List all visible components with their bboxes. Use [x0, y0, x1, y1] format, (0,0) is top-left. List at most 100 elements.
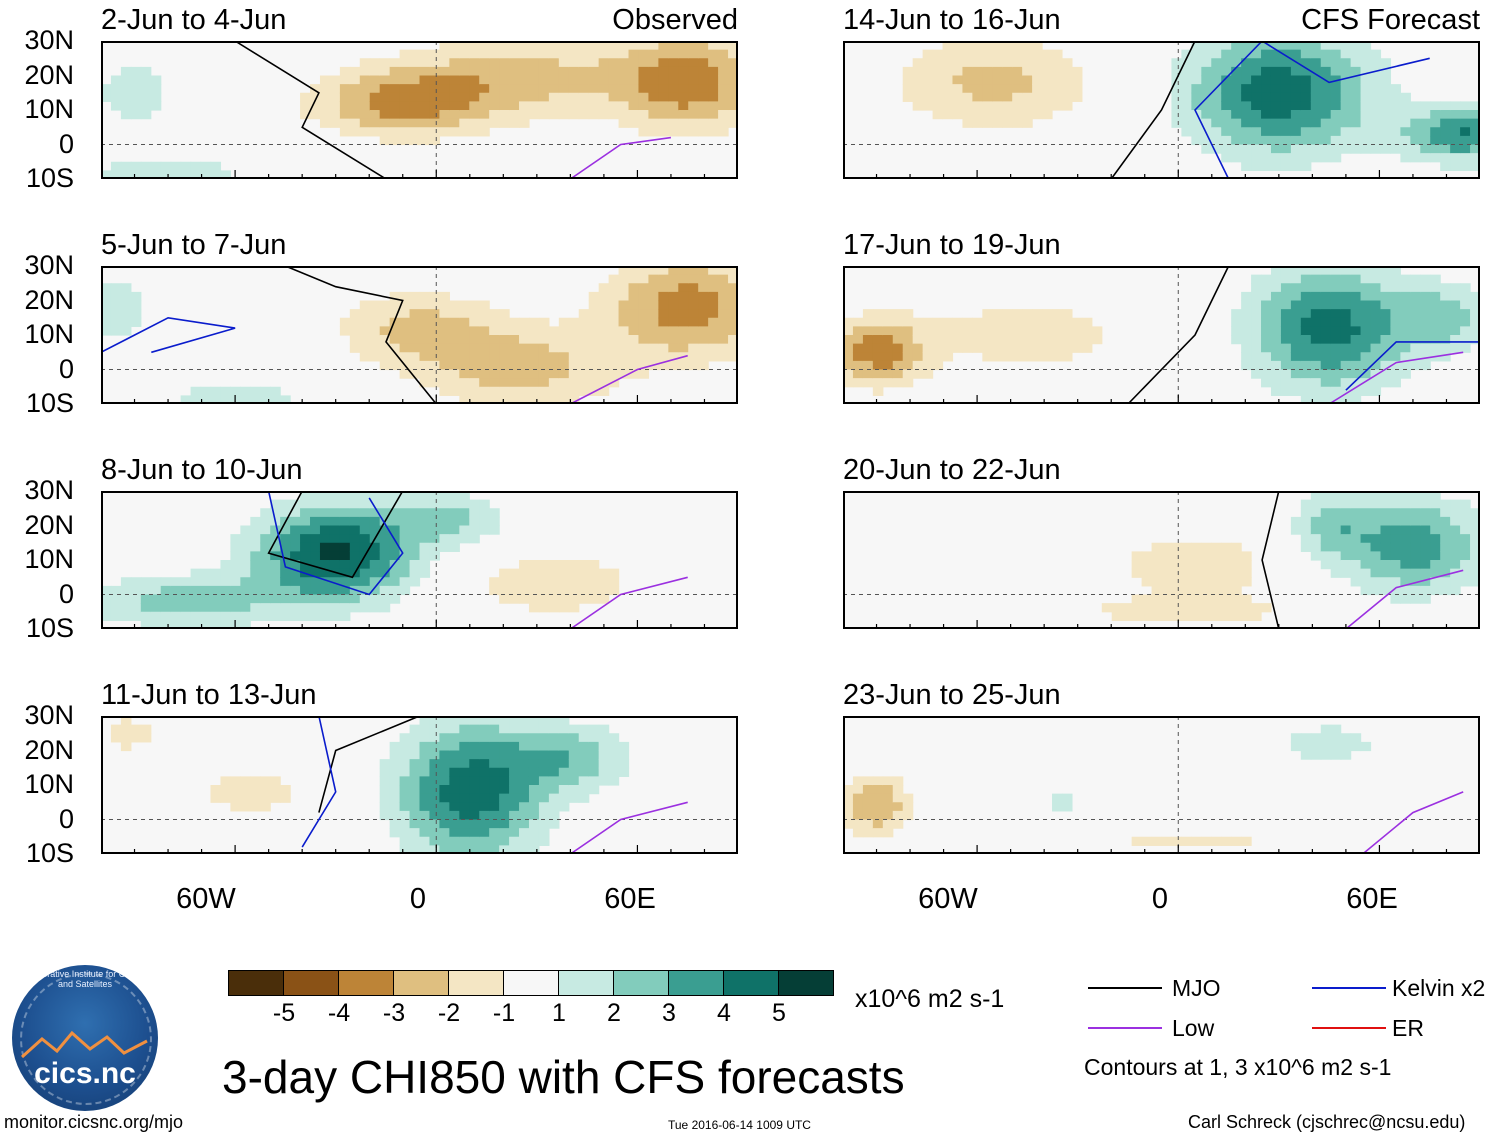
anomaly-cell	[588, 58, 600, 68]
anomaly-cell	[220, 785, 231, 795]
anomaly-cell	[200, 170, 212, 179]
anomaly-cell	[200, 611, 212, 621]
anomaly-cell	[1300, 395, 1312, 404]
anomaly-cell	[429, 819, 440, 829]
anomaly-cell	[469, 118, 480, 128]
anomaly-cell	[598, 741, 610, 752]
anomaly-cell	[843, 335, 854, 345]
anomaly-cell	[658, 41, 669, 51]
anomaly-cell	[519, 750, 530, 760]
anomaly-cell	[489, 819, 500, 829]
anomaly-cell	[1470, 542, 1480, 552]
anomaly-cell	[548, 352, 560, 362]
anomaly-cell	[469, 499, 480, 509]
anomaly-cell	[648, 317, 659, 327]
anomaly-cell	[568, 84, 580, 94]
anomaly-cell	[598, 41, 610, 51]
kelvin-contour	[267, 491, 404, 596]
map-panel	[843, 491, 1480, 629]
anomaly-cell	[608, 66, 620, 77]
anomaly-cell	[389, 568, 401, 578]
anomaly-cell	[310, 525, 321, 535]
anomaly-cell	[922, 66, 934, 77]
anomaly-cell	[598, 335, 610, 345]
anomaly-cell	[1440, 291, 1451, 302]
anomaly-cell	[359, 309, 371, 319]
anomaly-cell	[240, 585, 251, 596]
anomaly-cell	[200, 603, 212, 613]
anomaly-cell	[319, 118, 331, 128]
anomaly-cell	[489, 525, 500, 535]
anomaly-cell	[1052, 343, 1063, 353]
anomaly-cell	[1350, 266, 1362, 276]
anomaly-cell	[528, 395, 540, 404]
anomaly-cell	[1340, 144, 1352, 154]
anomaly-cell	[1370, 135, 1382, 146]
anomaly-cell	[200, 386, 212, 396]
anomaly-cell	[1340, 733, 1352, 743]
anomaly-cell	[1410, 560, 1421, 570]
anomaly-cell	[1350, 551, 1362, 561]
anomaly-cell	[459, 118, 470, 128]
anomaly-cell	[1430, 101, 1441, 111]
anomaly-cell	[568, 577, 580, 587]
anomaly-cell	[1310, 369, 1322, 379]
anomaly-cell	[1390, 360, 1401, 371]
anomaly-cell	[459, 66, 470, 77]
anomaly-cell	[902, 802, 914, 812]
anomaly-cell	[548, 41, 560, 51]
anomaly-cell	[882, 776, 894, 786]
anomaly-cell	[1300, 66, 1312, 77]
anomaly-cell	[1390, 491, 1401, 501]
anomaly-cell	[852, 360, 864, 371]
anomaly-cell	[479, 759, 490, 769]
anomaly-cell	[708, 49, 719, 59]
anomaly-cell	[892, 309, 904, 319]
anomaly-cell	[1400, 144, 1411, 154]
anomaly-cell	[628, 291, 640, 302]
anomaly-cell	[379, 101, 391, 111]
anomaly-cell	[628, 326, 640, 336]
anomaly-cell	[1221, 84, 1232, 94]
anomaly-cell	[349, 525, 361, 535]
anomaly-cell	[270, 611, 281, 621]
anomaly-cell	[439, 525, 450, 535]
anomaly-cell	[1360, 491, 1372, 501]
anomaly-cell	[260, 802, 271, 812]
anomaly-cell	[419, 335, 431, 345]
footer-url[interactable]: monitor.cicsnc.org/mjo	[4, 1112, 184, 1132]
anomaly-cell	[942, 41, 954, 51]
anomaly-cell	[608, 110, 620, 120]
anomaly-cell	[359, 499, 371, 509]
anomaly-cell	[1310, 360, 1322, 371]
anomaly-cell	[489, 585, 500, 596]
anomaly-cell	[459, 360, 470, 371]
anomaly-cell	[1042, 58, 1053, 68]
anomaly-cell	[1221, 542, 1232, 552]
anomaly-cell	[1251, 161, 1262, 171]
anomaly-cell	[1440, 534, 1451, 544]
anomaly-cell	[618, 49, 630, 59]
anomaly-cell	[349, 101, 361, 111]
anomaly-cell	[568, 58, 580, 68]
anomaly-cell	[130, 110, 142, 120]
anomaly-cell	[399, 542, 411, 552]
anomaly-cell	[150, 585, 162, 596]
anomaly-cell	[1320, 750, 1332, 760]
anomaly-cell	[140, 161, 152, 171]
anomaly-cell	[439, 759, 450, 769]
anomaly-cell	[1450, 525, 1461, 535]
anomaly-cell	[972, 84, 983, 94]
anomaly-cell	[519, 395, 530, 404]
map-panel-grid: 2-Jun to 4-Jun Observed 30N 20N 10N 0 10S 5-Jun…	[24, 4, 1480, 867]
anomaly-cell	[1012, 343, 1023, 353]
anomaly-cell	[1141, 603, 1153, 613]
anomaly-cell	[1350, 343, 1362, 353]
anomaly-cell	[1410, 326, 1421, 336]
anomaly-cell	[588, 750, 600, 760]
anomaly-cell	[449, 828, 460, 838]
anomaly-cell	[568, 49, 580, 59]
anomaly-cell	[1251, 309, 1262, 319]
anomaly-cell	[892, 793, 904, 803]
anomaly-cell	[538, 603, 550, 613]
